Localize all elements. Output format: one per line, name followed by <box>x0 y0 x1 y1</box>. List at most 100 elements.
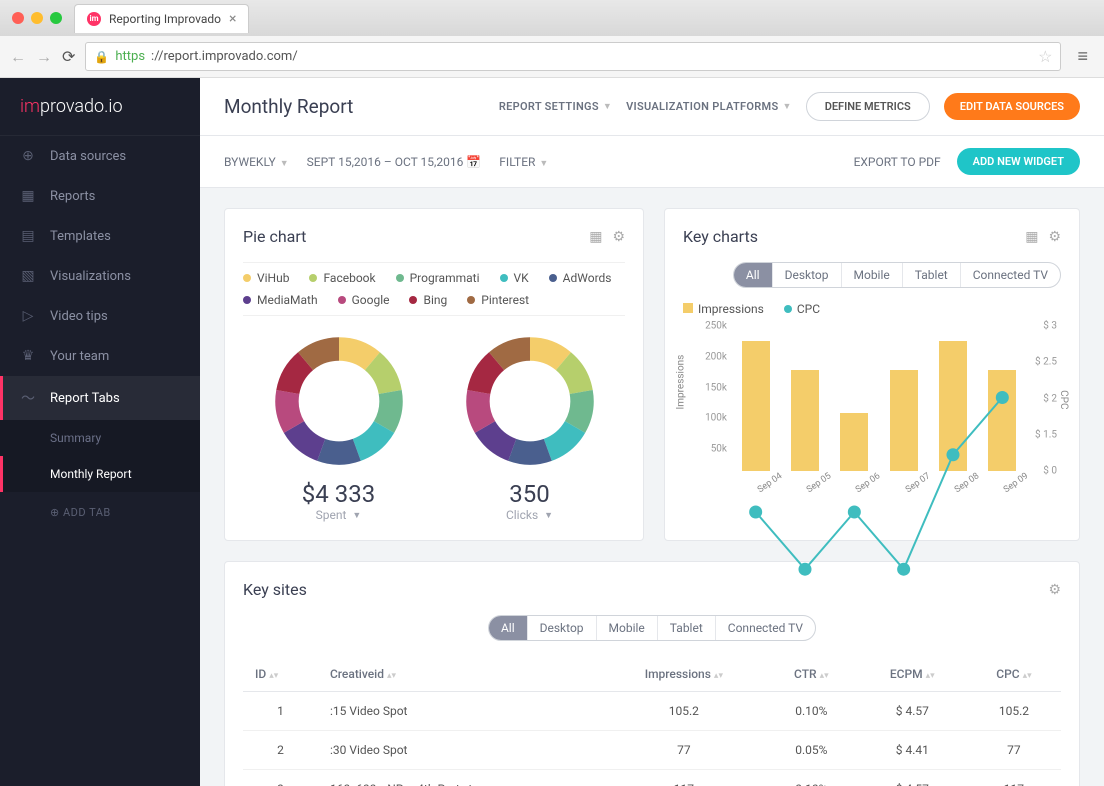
cpc-swatch-icon <box>784 305 792 313</box>
donut-clicks-label[interactable]: Clicks▼ <box>465 508 595 522</box>
legend-dot-icon <box>309 274 317 282</box>
nav-icon: ▷ <box>20 308 36 324</box>
legend-dot-icon <box>409 296 417 304</box>
tab-desktop[interactable]: Desktop <box>772 263 841 287</box>
viz-platforms-link[interactable]: VISUALIZATION PLATFORMS▼ <box>626 100 792 113</box>
favicon-icon: im <box>87 12 101 26</box>
logo-part2: provado.io <box>40 96 123 117</box>
legend-item[interactable]: VK <box>500 271 529 285</box>
tab-close-icon[interactable]: × <box>229 11 236 27</box>
filter-select[interactable]: FILTER▼ <box>499 155 548 169</box>
legend-item[interactable]: MediaMath <box>243 293 318 307</box>
key-sites-title: Key sites <box>243 580 307 599</box>
tab-mobile[interactable]: Mobile <box>596 616 657 640</box>
url-rest: ://report.improvado.com/ <box>151 49 298 64</box>
calendar-icon: 📅 <box>466 155 481 169</box>
pie-chart-card: Pie chart ▦ ⚙ ViHubFacebookProgrammatiVK… <box>224 208 644 541</box>
key-charts-card: Key charts ▦ ⚙ AllDesktopMobileTabletCon… <box>664 208 1080 541</box>
y-left-tick: 200k <box>689 351 727 362</box>
tab-tablet[interactable]: Tablet <box>902 263 960 287</box>
toolbar: BYWEKLY▼ SEPT 15,2016 – OCT 15,2016 📅 FI… <box>200 136 1104 188</box>
page-title: Monthly Report <box>224 95 353 118</box>
sidebar-item-video-tips[interactable]: ▷Video tips <box>0 296 200 336</box>
donut-spent-label[interactable]: Spent▼ <box>274 508 404 522</box>
donut-spent-chart <box>274 336 404 466</box>
browser-menu-icon[interactable]: ≡ <box>1071 46 1094 67</box>
maximize-window-icon[interactable] <box>50 12 62 24</box>
main: Monthly Report REPORT SETTINGS▼ VISUALIZ… <box>200 78 1104 786</box>
sidebar-item-report-tabs[interactable]: 〜Report Tabs <box>0 376 200 420</box>
address-bar: ← → ⟳ 🔒 https ://report.improvado.com/ ☆… <box>0 36 1104 77</box>
sidebar-item-data-sources[interactable]: ⊕Data sources <box>0 136 200 176</box>
sidebar-item-reports[interactable]: ▦Reports <box>0 176 200 216</box>
grid-icon[interactable]: ▦ <box>589 229 602 245</box>
legend-dot-icon <box>500 274 508 282</box>
col-creativeid[interactable]: Creativeid▴▾ <box>318 657 603 692</box>
impressions-swatch-icon <box>683 303 693 313</box>
header: Monthly Report REPORT SETTINGS▼ VISUALIZ… <box>200 78 1104 136</box>
y-left-tick: 150k <box>689 382 727 393</box>
nav-reload-icon[interactable]: ⟳ <box>62 47 75 66</box>
nav-icon: 〜 <box>20 388 36 408</box>
chart-legend: Impressions CPC <box>683 302 1061 316</box>
y-left-label: Impressions <box>676 354 687 409</box>
define-metrics-button[interactable]: DEFINE METRICS <box>806 92 930 121</box>
gear-icon[interactable]: ⚙ <box>1048 582 1061 598</box>
tab-connected-tv[interactable]: Connected TV <box>960 263 1060 287</box>
edit-sources-button[interactable]: EDIT DATA SOURCES <box>944 93 1080 120</box>
legend-item[interactable]: Pinterest <box>467 293 529 307</box>
gear-icon[interactable]: ⚙ <box>612 229 625 245</box>
tab-all[interactable]: All <box>489 616 527 640</box>
browser-tab[interactable]: im Reporting Improvado × <box>74 4 249 33</box>
legend-item[interactable]: AdWords <box>549 271 612 285</box>
tab-mobile[interactable]: Mobile <box>841 263 902 287</box>
sidebar-item-visualizations[interactable]: ▧Visualizations <box>0 256 200 296</box>
donut-clicks: 350 Clicks▼ <box>465 336 595 522</box>
add-widget-button[interactable]: ADD NEW WIDGET <box>957 148 1080 175</box>
gear-icon[interactable]: ⚙ <box>1048 229 1061 245</box>
legend-item[interactable]: Google <box>338 293 390 307</box>
col-id[interactable]: ID▴▾ <box>243 657 318 692</box>
legend-item[interactable]: ViHub <box>243 271 289 285</box>
browser-chrome: im Reporting Improvado × ← → ⟳ 🔒 https :… <box>0 0 1104 78</box>
y-left-tick: 50k <box>689 444 727 455</box>
bookmark-star-icon[interactable]: ☆ <box>1038 47 1052 66</box>
tab-tablet[interactable]: Tablet <box>657 616 715 640</box>
nav-forward-icon[interactable]: → <box>36 47 52 67</box>
report-settings-link[interactable]: REPORT SETTINGS▼ <box>499 100 612 113</box>
legend-dot-icon <box>243 274 251 282</box>
table-row[interactable]: 3160x600 –NP – 4th Party tag1170.10%$ 4.… <box>243 770 1061 786</box>
legend-item[interactable]: Facebook <box>309 271 375 285</box>
url-protocol: https <box>115 49 145 64</box>
key-charts-title: Key charts <box>683 227 758 246</box>
sidebar-item-your-team[interactable]: ♛Your team <box>0 336 200 376</box>
add-tab-button[interactable]: ADD TAB <box>0 492 200 533</box>
url-input[interactable]: 🔒 https ://report.improvado.com/ ☆ <box>85 42 1061 71</box>
tab-desktop[interactable]: Desktop <box>527 616 596 640</box>
y-right-tick: $ 1.5 <box>1035 429 1057 440</box>
date-range-picker[interactable]: SEPT 15,2016 – OCT 15,2016 📅 <box>307 155 482 169</box>
header-actions: REPORT SETTINGS▼ VISUALIZATION PLATFORMS… <box>499 92 1080 121</box>
legend-item[interactable]: Programmati <box>396 271 480 285</box>
grid-icon[interactable]: ▦ <box>1025 229 1038 245</box>
legend-dot-icon <box>396 274 404 282</box>
logo-part1: im <box>20 96 40 117</box>
legend-item[interactable]: Bing <box>409 293 447 307</box>
sidebar-subitem-summary[interactable]: Summary <box>0 420 200 456</box>
donut-clicks-value: 350 <box>465 480 595 508</box>
nav-back-icon[interactable]: ← <box>10 47 26 67</box>
donut-spent-value: $4 333 <box>274 480 404 508</box>
traffic-lights <box>12 12 62 24</box>
y-right-tick: $ 0 <box>1043 466 1057 477</box>
sidebar-item-templates[interactable]: ▤Templates <box>0 216 200 256</box>
close-window-icon[interactable] <box>12 12 24 24</box>
sidebar-subitem-monthly-report[interactable]: Monthly Report <box>0 456 200 492</box>
period-select[interactable]: BYWEKLY▼ <box>224 155 289 169</box>
lock-icon: 🔒 <box>94 50 109 64</box>
export-pdf-link[interactable]: EXPORT TO PDF <box>854 155 941 169</box>
minimize-window-icon[interactable] <box>31 12 43 24</box>
content: Pie chart ▦ ⚙ ViHubFacebookProgrammatiVK… <box>200 188 1104 786</box>
cpc-line <box>731 326 1027 755</box>
tab-all[interactable]: All <box>734 263 772 287</box>
legend-dot-icon <box>338 296 346 304</box>
